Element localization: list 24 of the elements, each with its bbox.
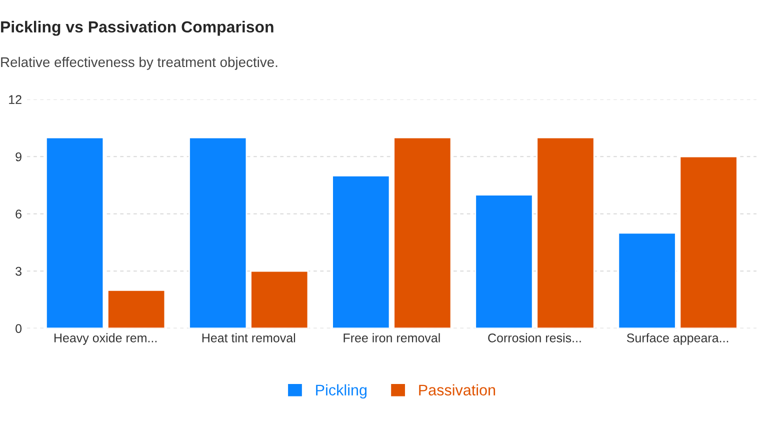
x-tick-label: Heat tint removal	[202, 333, 296, 342]
x-tick-label: Surface appeara...	[626, 333, 728, 345]
bar	[679, 156, 738, 328]
y-tick-label: 9	[16, 152, 22, 162]
legend-label: Passivation	[419, 384, 496, 396]
bar	[250, 270, 309, 328]
chart-title: Pickling vs Passivation Comparison	[1, 20, 274, 36]
bar	[46, 136, 104, 328]
bar	[188, 136, 248, 328]
y-tick-label: 3	[16, 266, 22, 276]
bar	[393, 136, 452, 328]
y-tick-label: 12	[9, 95, 22, 104]
legend-label: Pickling	[316, 384, 366, 399]
bar	[107, 289, 166, 328]
chart-subtitle: Relative effectiveness by treatment objective.	[1, 56, 278, 70]
x-tick-label: Free iron removal	[344, 333, 440, 342]
y-tick-label: 0	[16, 324, 22, 333]
x-tick-label: Corrosion resis...	[488, 333, 581, 342]
x-tick-label: Heavy oxide rem...	[54, 333, 157, 345]
bar	[332, 174, 390, 328]
y-tick-label: 6	[16, 210, 22, 218]
bar	[536, 136, 595, 328]
bar	[618, 232, 676, 328]
bar	[474, 194, 534, 328]
